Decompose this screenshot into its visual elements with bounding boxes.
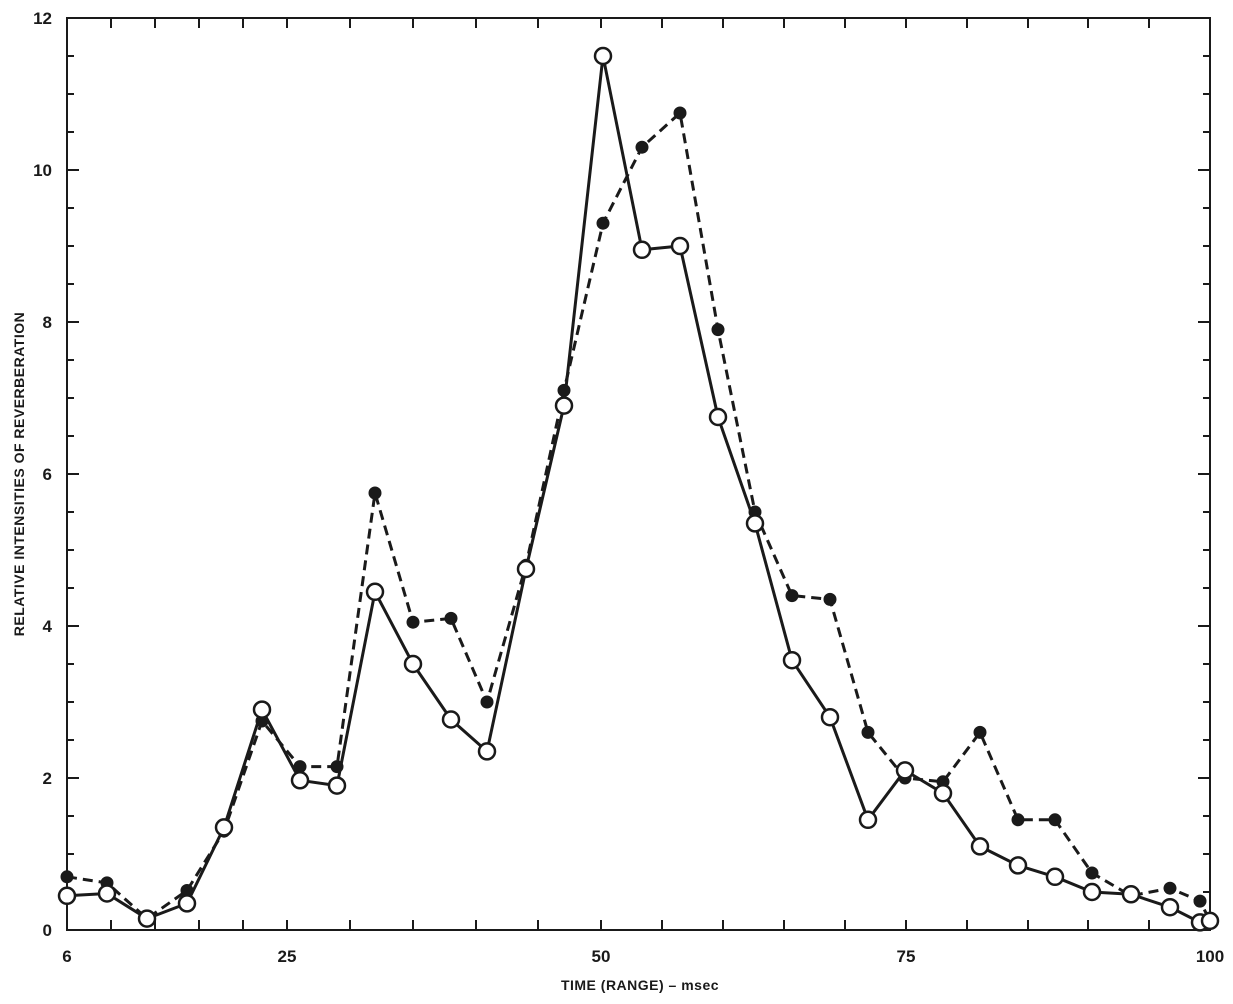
axis-ticks <box>66 17 1211 931</box>
open-point <box>554 396 574 415</box>
x-axis-label: TIME (RANGE) – msec <box>561 977 719 993</box>
open-point <box>782 650 802 670</box>
open-point <box>858 810 878 830</box>
y-axis-label: RELATIVE INTENSITIES OF REVERBERATION <box>11 312 27 636</box>
tick-labels: 6 25 50 75 100 0 2 4 6 8 10 12 <box>33 9 1224 966</box>
filled-point <box>823 592 837 606</box>
open-point <box>593 46 613 66</box>
filled-point <box>673 106 687 120</box>
y-tick-label: 4 <box>43 617 53 636</box>
open-point <box>632 240 652 260</box>
open-point <box>97 884 117 903</box>
plot-frame <box>66 17 1211 931</box>
y-tick-label: 6 <box>43 465 52 484</box>
open-point <box>1160 897 1180 917</box>
y-tick-label: 12 <box>33 9 52 28</box>
x-tick-label: 100 <box>1196 947 1224 966</box>
y-tick-label: 0 <box>43 921 52 940</box>
y-tick-label: 8 <box>43 313 52 332</box>
filled-point <box>1085 866 1099 880</box>
filled-point <box>711 323 725 337</box>
open-point <box>57 886 77 906</box>
filled-point <box>1163 881 1177 895</box>
x-tick-label: 25 <box>278 947 297 966</box>
open-point <box>516 559 536 579</box>
open-point <box>290 771 310 790</box>
series-solid <box>57 46 1220 932</box>
open-point <box>327 776 347 795</box>
filled-point <box>60 870 74 884</box>
open-point <box>365 582 385 602</box>
filled-point <box>596 216 610 230</box>
open-point <box>745 514 765 533</box>
open-point <box>1045 867 1065 887</box>
open-point <box>403 654 423 674</box>
open-point <box>441 710 461 729</box>
open-point <box>895 761 915 780</box>
open-point <box>477 742 497 761</box>
open-point <box>708 407 728 427</box>
open-point <box>1200 911 1220 931</box>
open-point <box>970 837 990 856</box>
open-point <box>670 236 690 256</box>
x-tick-label: 50 <box>592 947 611 966</box>
series-layer <box>57 46 1220 932</box>
series-line <box>66 54 1211 924</box>
filled-point <box>973 725 987 739</box>
filled-point <box>444 611 458 625</box>
open-point <box>820 707 840 727</box>
filled-point <box>635 140 649 154</box>
open-point <box>252 700 272 719</box>
filled-point <box>368 486 382 500</box>
x-tick-label: 75 <box>897 947 916 966</box>
filled-point <box>480 695 494 709</box>
filled-point <box>1048 813 1062 827</box>
filled-point <box>785 589 799 603</box>
open-point <box>1082 882 1102 902</box>
y-tick-label: 10 <box>33 161 52 180</box>
y-tick-label: 2 <box>43 769 52 788</box>
open-point <box>177 894 197 913</box>
filled-point <box>1193 894 1207 908</box>
x-tick-label: 6 <box>62 947 71 966</box>
open-point <box>137 909 157 928</box>
open-point <box>933 783 953 803</box>
open-point <box>1121 885 1141 904</box>
open-point <box>1008 856 1028 875</box>
filled-point <box>861 725 875 739</box>
open-point <box>214 818 234 837</box>
filled-point <box>1011 813 1025 827</box>
filled-point <box>406 615 420 629</box>
